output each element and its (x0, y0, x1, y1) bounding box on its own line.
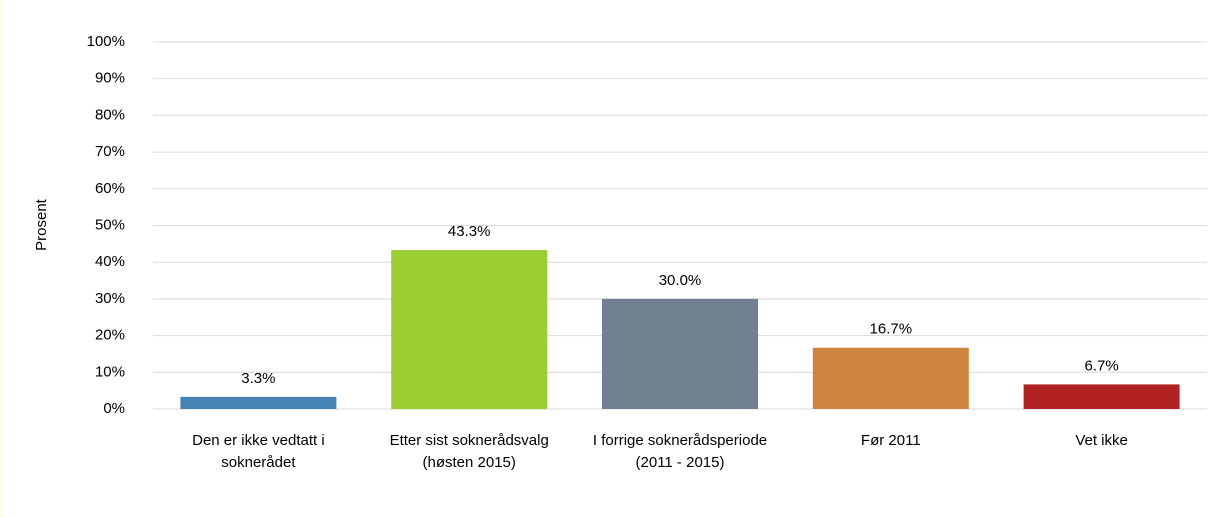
y-tick-label: 10% (95, 363, 125, 380)
value-label: 16.7% (870, 321, 913, 338)
value-label: 6.7% (1084, 357, 1118, 374)
x-tick-label: I forrige soknerådsperiode (2011 - 2015) (592, 432, 768, 471)
y-tick-label: 70% (95, 143, 125, 160)
x-tick-label: Den er ikke vedtatt i soknerådet (192, 432, 325, 471)
y-tick-label: 0% (103, 400, 125, 417)
value-label: 30.0% (659, 272, 702, 289)
bar (180, 396, 337, 409)
x-tick-label: Før 2011 (860, 432, 921, 449)
x-tick-label: Etter sist soknerådsvalg (høsten 2015) (389, 432, 549, 471)
bar (1023, 384, 1180, 409)
value-label: 3.3% (241, 370, 275, 387)
y-tick-label: 30% (95, 290, 125, 307)
x-tick-label: Vet ikke (1075, 432, 1128, 449)
bar (391, 250, 548, 409)
y-tick-label: 40% (95, 253, 125, 270)
y-tick-label: 20% (95, 327, 125, 344)
value-label: 43.3% (448, 223, 491, 240)
y-tick-label: 90% (95, 70, 125, 87)
bar (812, 347, 969, 409)
y-tick-label: 100% (87, 33, 125, 50)
y-tick-label: 60% (95, 180, 125, 197)
bar (602, 298, 758, 409)
y-axis-label: Prosent (33, 198, 50, 251)
y-tick-label: 80% (95, 106, 125, 123)
y-tick-label: 50% (95, 216, 125, 233)
